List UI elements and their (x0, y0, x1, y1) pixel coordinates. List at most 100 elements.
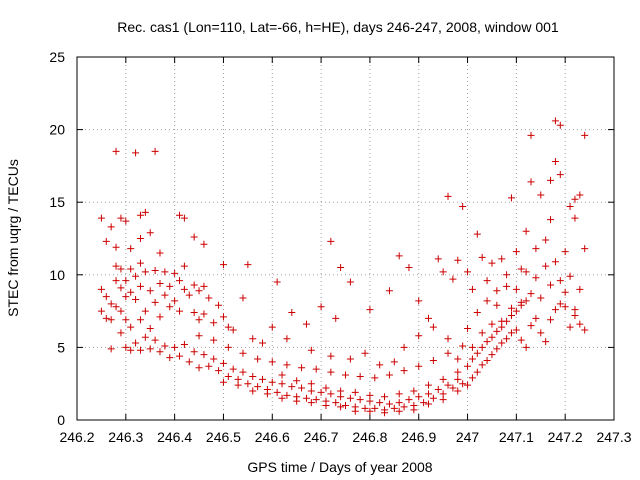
data-point (146, 229, 154, 237)
data-point (190, 348, 198, 356)
data-point (136, 346, 144, 354)
data-point (224, 343, 232, 351)
data-point (156, 249, 164, 257)
data-point (337, 264, 345, 272)
data-point (259, 339, 267, 347)
y-axis-label: STEC from uqrg / TECUs (5, 159, 21, 317)
data-point (488, 333, 496, 341)
data-point (127, 265, 135, 273)
data-point (254, 383, 262, 391)
data-point (136, 259, 144, 267)
data-point (478, 329, 486, 337)
data-point (151, 298, 159, 306)
data-point (200, 282, 208, 290)
y-tick-label: 15 (49, 194, 65, 210)
data-point (366, 391, 374, 399)
data-point (117, 284, 125, 292)
data-point (390, 404, 398, 412)
data-point (200, 310, 208, 318)
data-point (327, 390, 335, 398)
data-point (156, 348, 164, 356)
data-point (337, 403, 345, 411)
data-point (210, 355, 218, 363)
data-point (166, 303, 174, 311)
data-point (581, 245, 589, 253)
data-point (180, 214, 188, 222)
data-point (385, 371, 393, 379)
data-point (537, 329, 545, 337)
x-tick-label: 247.1 (499, 429, 534, 445)
data-point (571, 195, 579, 203)
data-point (136, 211, 144, 219)
data-point (381, 393, 389, 401)
data-point (112, 277, 120, 285)
data-point (532, 314, 540, 322)
data-point (444, 192, 452, 200)
data-point (478, 253, 486, 261)
data-point (517, 336, 525, 344)
data-point (298, 384, 306, 392)
data-point (532, 245, 540, 253)
x-tick-label: 247 (456, 429, 480, 445)
data-point (210, 336, 218, 344)
data-point (293, 397, 301, 405)
data-point (239, 294, 247, 302)
data-point (444, 349, 452, 357)
x-tick-label: 246.5 (206, 429, 241, 445)
data-point (527, 290, 535, 298)
data-point (312, 365, 320, 373)
data-point (205, 294, 213, 302)
data-point (278, 394, 286, 402)
data-point (215, 301, 223, 309)
data-point (488, 320, 496, 328)
data-point (141, 268, 149, 276)
data-point (551, 158, 559, 166)
data-point (547, 281, 555, 289)
data-point (498, 323, 506, 331)
data-point (283, 335, 291, 343)
data-point (302, 394, 310, 402)
data-point (205, 362, 213, 370)
data-point (566, 323, 574, 331)
data-point (551, 258, 559, 266)
x-tick-label: 246.4 (157, 429, 192, 445)
data-point (439, 268, 447, 276)
data-point (117, 329, 125, 337)
data-point (483, 277, 491, 285)
data-point (346, 355, 354, 363)
chart-title: Rec. cas1 (Lon=110, Lat=-66, h=HE), days… (117, 19, 559, 35)
data-point (195, 364, 203, 372)
data-point (307, 387, 315, 395)
data-point (219, 359, 227, 367)
data-point (327, 368, 335, 376)
data-point (327, 237, 335, 245)
data-point (498, 255, 506, 263)
data-point (566, 272, 574, 280)
data-point (132, 339, 140, 347)
data-point (210, 319, 218, 327)
data-point (493, 345, 501, 353)
data-point (488, 351, 496, 359)
data-point (415, 297, 423, 305)
data-point (215, 367, 223, 375)
data-point (571, 311, 579, 319)
data-point (268, 378, 276, 386)
data-point (107, 345, 115, 353)
data-point (556, 121, 564, 129)
data-point (395, 252, 403, 260)
data-point (527, 178, 535, 186)
data-point (176, 211, 184, 219)
data-point (317, 303, 325, 311)
data-point (449, 384, 457, 392)
data-point (278, 380, 286, 388)
data-point (483, 338, 491, 346)
data-point (346, 394, 354, 402)
data-point (151, 336, 159, 344)
data-point (229, 365, 237, 373)
data-point (112, 303, 120, 311)
data-point (473, 309, 481, 317)
data-point (356, 372, 364, 380)
y-tick-label: 20 (49, 122, 65, 138)
data-point (171, 269, 179, 277)
